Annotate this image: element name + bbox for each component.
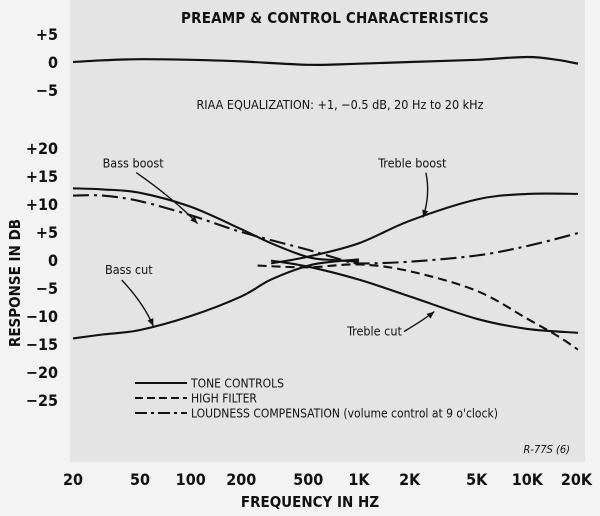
riaa-curve xyxy=(72,55,579,66)
lower-y-tick-6: −10 xyxy=(26,307,58,326)
x-tick-labels: 20 50 100 200 500 1K 2K 5K 10K 20K xyxy=(63,470,593,489)
lower-y-tick-2: +10 xyxy=(26,195,58,214)
lower-y-tick-0: +20 xyxy=(26,139,58,158)
upper-y-tick-labels: +5 0 −5 xyxy=(36,25,58,100)
legend-label-2: LOUDNESS COMPENSATION (volume control at… xyxy=(191,407,498,421)
x-tick-4: 500 xyxy=(293,470,323,489)
x-tick-7: 5K xyxy=(466,470,488,489)
upper-y-tick-1: 0 xyxy=(48,53,58,72)
bass-cut-arrowhead xyxy=(147,318,154,327)
lower-y-tick-9: −25 xyxy=(26,391,58,410)
x-tick-9: 20K xyxy=(561,470,593,489)
plot-background xyxy=(70,0,585,462)
lower-y-tick-3: +5 xyxy=(36,223,58,242)
legend-label-0: TONE CONTROLS xyxy=(190,377,284,391)
x-tick-3: 200 xyxy=(226,470,256,489)
lower-y-tick-1: +15 xyxy=(26,167,58,186)
x-tick-8: 10K xyxy=(512,470,544,489)
lower-y-tick-7: −15 xyxy=(26,335,58,354)
bass-boost-label: Bass boost xyxy=(103,156,165,171)
bass-cut-label: Bass cut xyxy=(105,262,153,277)
x-tick-6: 2K xyxy=(399,470,421,489)
x-tick-1: 50 xyxy=(130,470,150,489)
lower-y-tick-8: −20 xyxy=(26,363,58,382)
upper-y-tick-0: +5 xyxy=(36,25,58,44)
upper-series-group xyxy=(72,55,579,66)
treble-boost-curve xyxy=(270,192,579,265)
x-axis-label: FREQUENCY IN HZ xyxy=(241,493,379,511)
treble-cut-label: Treble cut xyxy=(346,324,402,339)
lower-y-tick-5: −5 xyxy=(36,279,58,298)
bass-boost-arrowhead xyxy=(190,216,198,224)
upper-y-tick-2: −5 xyxy=(36,81,58,100)
lower-y-tick-4: 0 xyxy=(48,251,58,270)
treble-boost-label: Treble boost xyxy=(377,156,447,171)
treble-cut-arrowhead xyxy=(426,311,435,319)
loudness-curve xyxy=(72,194,579,265)
riaa-annotation: RIAA EQUALIZATION: +1, −0.5 dB, 20 Hz to… xyxy=(196,97,483,112)
y-axis-label: RESPONSE IN DB xyxy=(6,219,24,347)
lower-series-group xyxy=(72,187,579,351)
chart-title: PREAMP & CONTROL CHARACTERISTICS xyxy=(181,9,489,27)
figure-reference: R-77S (6) xyxy=(524,443,570,456)
lower-y-tick-labels: +20 +15 +10 +5 0 −5 −10 −15 −20 −25 xyxy=(26,139,58,410)
bass-boost-curve xyxy=(72,187,360,263)
legend-label-1: HIGH FILTER xyxy=(191,392,257,406)
x-tick-5: 1K xyxy=(348,470,370,489)
x-tick-0: 20 xyxy=(63,470,83,489)
curve-callouts: Bass boost Treble boost Bass cut Treble cut xyxy=(103,156,447,339)
treble-boost-arrowhead xyxy=(422,209,429,218)
x-tick-2: 100 xyxy=(176,470,206,489)
high-filter-curve xyxy=(257,263,579,351)
bass-cut-curve xyxy=(72,258,360,340)
